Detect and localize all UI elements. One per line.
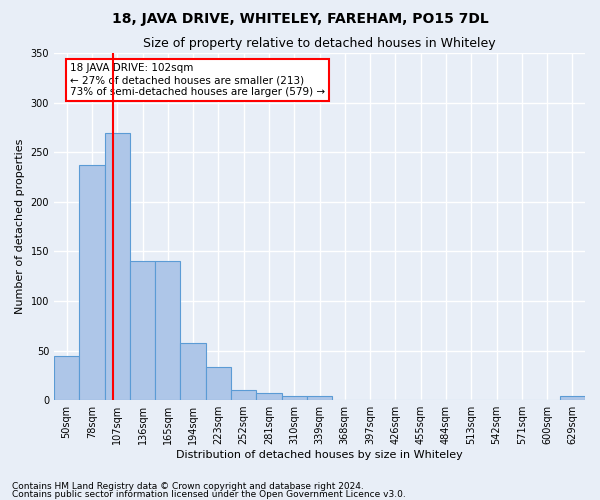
- Bar: [307, 396, 332, 400]
- Text: Contains HM Land Registry data © Crown copyright and database right 2024.: Contains HM Land Registry data © Crown c…: [12, 482, 364, 491]
- Bar: [281, 396, 307, 400]
- Bar: [181, 342, 206, 400]
- Bar: [256, 393, 281, 400]
- Bar: [560, 396, 585, 400]
- Bar: [104, 134, 130, 400]
- Bar: [231, 390, 256, 400]
- Bar: [206, 368, 231, 400]
- Bar: [54, 356, 79, 400]
- Text: Contains public sector information licensed under the Open Government Licence v3: Contains public sector information licen…: [12, 490, 406, 499]
- Bar: [79, 165, 104, 400]
- Text: 18 JAVA DRIVE: 102sqm
← 27% of detached houses are smaller (213)
73% of semi-det: 18 JAVA DRIVE: 102sqm ← 27% of detached …: [70, 64, 325, 96]
- Bar: [155, 262, 181, 400]
- Title: Size of property relative to detached houses in Whiteley: Size of property relative to detached ho…: [143, 38, 496, 51]
- Text: 18, JAVA DRIVE, WHITELEY, FAREHAM, PO15 7DL: 18, JAVA DRIVE, WHITELEY, FAREHAM, PO15 …: [112, 12, 488, 26]
- X-axis label: Distribution of detached houses by size in Whiteley: Distribution of detached houses by size …: [176, 450, 463, 460]
- Y-axis label: Number of detached properties: Number of detached properties: [15, 139, 25, 314]
- Bar: [130, 262, 155, 400]
